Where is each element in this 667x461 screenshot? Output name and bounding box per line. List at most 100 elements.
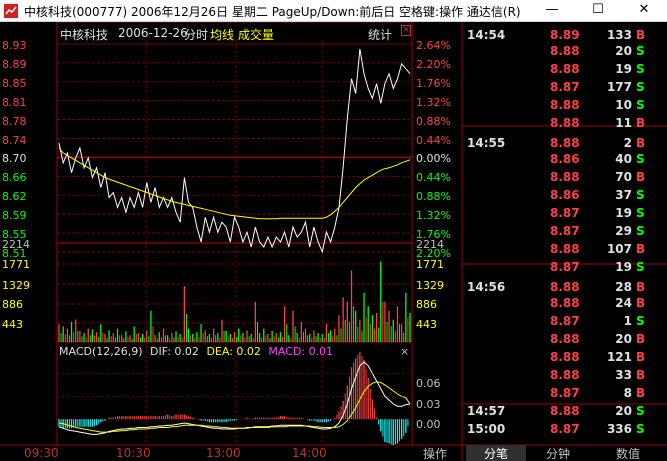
close-panel-icon[interactable]: × [401,25,411,36]
trade-price: 8.88 [550,136,580,150]
trade-volume: 70 [615,170,632,184]
macd-label: 0.03 [416,398,441,411]
chart-date: 2006-12-26 [118,26,188,40]
pct-label: 1.32% [416,209,451,223]
stock-name: 中核科技 [60,28,109,42]
trade-side: S [636,152,645,166]
trade-volume: 8 [623,386,632,400]
pct-label: 0.44% [416,133,451,147]
macd-dif: DIF: 0.02 [150,345,199,358]
volume-tick: 443 [2,318,23,331]
price-label: 8.62 [2,190,27,204]
macd-legend: MACD(12,26,9) DIF: 0.02 DEA: 0.02 MACD: … [59,345,337,358]
trade-price: 8.87 [550,206,580,220]
pct-label: 0.88% [416,190,451,204]
trade-price: 8.86 [550,152,580,166]
trade-side: S [636,260,645,274]
trade-side: B [636,170,646,184]
volume-tick: 1329 [2,279,30,292]
dea-line [58,381,411,433]
tab-operation[interactable]: 操作 [422,447,447,461]
window-title: 中核科技(000777) 2006年12月26日 星期二 PageUp/Down… [24,5,521,19]
trade-volume: 336 [606,422,632,436]
volume-tick: 1329 [416,279,444,292]
trade-side: B [636,386,646,400]
trade-price: 8.88 [550,296,580,310]
trade-time: 15:00 [467,422,506,436]
close-button[interactable]: ✕ [638,2,650,17]
tab-ticks[interactable]: 分笔 [466,445,526,461]
trade-volume: 10 [615,98,632,112]
trade-price: 8.88 [550,44,580,58]
macd-name: MACD(12,26,9) [59,345,143,358]
price-label: 8.85 [2,76,27,90]
app-icon [4,4,18,18]
trade-side: S [636,422,645,436]
trade-side: S [636,206,645,220]
trade-price: 8.87 [550,80,580,94]
volume-tick: 443 [416,318,437,331]
volume-tick: 2214 [2,238,30,251]
trade-volume: 2 [623,136,632,150]
price-label: 8.55 [2,228,27,241]
price-label: 8.74 [2,133,27,147]
trade-volume: 33 [615,368,632,382]
trade-side: S [636,224,645,238]
trade-side: S [636,44,645,58]
time-tick: 13:00 [206,446,241,460]
chart-frame [56,22,413,446]
stats-button[interactable]: 统计 [368,28,393,42]
maximize-button[interactable]: ☐ [592,2,604,17]
pct-label: 0.44% [416,171,451,185]
price-label: 8.66 [2,171,27,185]
trade-price: 8.89 [550,28,580,42]
volume-label: 成交量 [238,28,275,42]
trade-price: 8.88 [550,280,580,294]
trade-price: 8.87 [550,386,580,400]
trade-volume: 19 [615,260,632,274]
trade-volume: 133 [606,28,632,42]
pct-label: 2.20% [416,246,451,260]
trade-side: B [636,242,646,256]
time-tick: 10:30 [116,446,151,460]
trade-side: B [636,280,646,294]
trade-side: S [636,188,645,202]
mode-label: 分时 [184,28,209,42]
price-label: 8.89 [2,57,27,71]
intraday-chart[interactable] [0,22,667,461]
trade-price: 8.88 [550,116,580,130]
tab-minutes[interactable]: 分钟 [545,447,570,461]
price-label: 8.93 [2,39,27,52]
volume-tick: 2214 [416,238,444,251]
macd-label: 0.06 [416,377,441,390]
macd-label: 0.00 [416,418,441,431]
trade-price: 8.88 [550,170,580,184]
trade-side: B [636,136,646,150]
minimize-button[interactable]: — [545,2,559,17]
trade-price: 8.87 [550,314,580,328]
price-label: 8.59 [2,209,27,223]
trade-price: 8.88 [550,98,580,112]
volume-tick: 886 [416,298,437,311]
macd-dea: DEA: 0.02 [206,345,261,358]
trade-price: 8.88 [550,350,580,364]
trade-side: B [636,296,646,310]
dif-line [58,361,411,435]
trade-price: 8.88 [550,404,580,418]
trade-side: S [636,98,645,112]
trade-volume: 20 [615,332,632,346]
volume-tick: 886 [2,298,23,311]
trade-side: B [636,116,646,130]
trade-volume: 20 [615,404,632,418]
pct-label: 2.64% [416,39,451,52]
trade-time: 14:57 [467,404,506,418]
trade-side: B [636,368,646,382]
trade-price: 8.88 [550,242,580,256]
volume-tick: 1771 [2,258,30,271]
avg-line-label: 均线 [210,28,235,42]
trade-side: B [636,350,646,364]
tab-values[interactable]: 数值 [615,447,640,461]
avg-line [58,147,411,220]
macd-close-icon[interactable]: × [400,345,410,358]
trade-side: B [636,28,646,42]
